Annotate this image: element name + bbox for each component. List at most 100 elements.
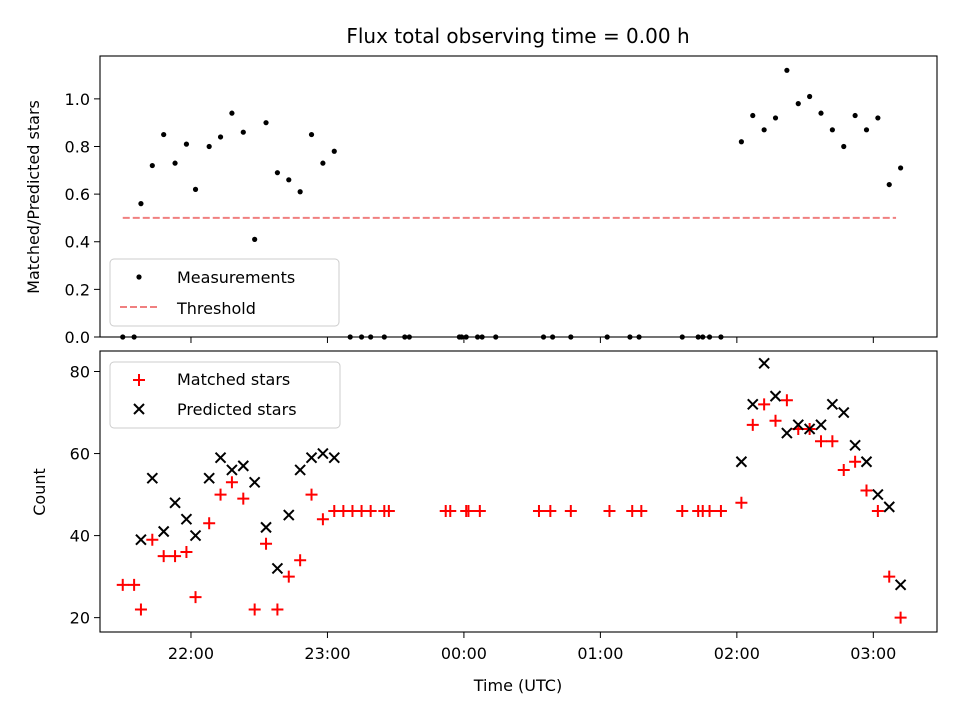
matched-star-point bbox=[214, 488, 227, 501]
measurement-point bbox=[875, 115, 881, 121]
matched-star-point bbox=[248, 603, 261, 616]
measurement-point bbox=[149, 162, 155, 169]
ratio-y-tick-label: 0.4 bbox=[65, 233, 90, 252]
predicted-star-point bbox=[849, 439, 861, 452]
predicted-star-point bbox=[226, 464, 238, 476]
predicted-star-point bbox=[237, 460, 249, 472]
predicted-star-point bbox=[328, 451, 340, 464]
matched-star-point bbox=[860, 484, 873, 497]
matched-star-point bbox=[544, 504, 557, 517]
count-y-tick-label: 20 bbox=[70, 609, 90, 628]
matched-star-point bbox=[735, 496, 748, 509]
matched-star-point bbox=[871, 504, 884, 517]
matched-star-point bbox=[676, 504, 689, 517]
measurements-legend-marker bbox=[136, 274, 142, 280]
count-y-tick-label: 40 bbox=[70, 527, 90, 546]
measurement-point bbox=[274, 170, 281, 176]
predicted-star-point bbox=[248, 476, 261, 488]
x-tick-label: 22:00 bbox=[168, 644, 214, 663]
measurements-legend-label: Measurements bbox=[177, 268, 295, 287]
matched-star-point bbox=[305, 488, 318, 501]
matched-star-point bbox=[883, 570, 896, 583]
predicted-star-point bbox=[146, 472, 159, 484]
predicted-star-point bbox=[169, 497, 181, 509]
measurement-point bbox=[240, 129, 246, 135]
chart-title: Flux total observing time = 0.00 h bbox=[346, 24, 689, 48]
predicted-star-point bbox=[883, 501, 895, 513]
predicted-star-point bbox=[860, 456, 873, 468]
matched-star-point bbox=[237, 492, 250, 505]
measurement-point bbox=[772, 115, 779, 121]
ratio-axis-ticks: 0.0 0.2 0.4 0.6 0.8 1.0 bbox=[65, 90, 874, 347]
matched-star-point bbox=[282, 570, 295, 583]
matched-star-point bbox=[815, 435, 828, 448]
ratio-y-axis-label: Matched/Predicted stars bbox=[24, 100, 43, 294]
predicted-star-point bbox=[758, 357, 770, 370]
measurement-point bbox=[795, 101, 801, 107]
ratio-y-tick-label: 1.0 bbox=[65, 90, 90, 109]
matched-legend-label: Matched stars bbox=[177, 370, 290, 389]
measurement-point bbox=[308, 131, 315, 138]
x-tick-label: 02:00 bbox=[714, 644, 760, 663]
matched-star-point bbox=[837, 463, 850, 476]
matched-star-point bbox=[703, 504, 716, 517]
x-tick-label: 01:00 bbox=[577, 644, 623, 663]
matched-star-point bbox=[758, 398, 771, 411]
matched-legend-marker bbox=[133, 374, 145, 386]
predicted-star-point bbox=[189, 529, 202, 542]
predicted-star-point bbox=[283, 509, 295, 521]
predicted-star-point bbox=[735, 456, 748, 468]
matched-star-point bbox=[225, 476, 238, 489]
predicted-star-point bbox=[157, 525, 170, 538]
predicted-star-point bbox=[294, 464, 306, 476]
matched-star-point bbox=[316, 513, 329, 526]
measurement-point bbox=[320, 160, 326, 166]
matched-star-point bbox=[635, 504, 648, 517]
predicted-star-point bbox=[781, 427, 793, 439]
predicted-star-point bbox=[815, 419, 827, 431]
measurement-point bbox=[183, 141, 190, 147]
measurement-point bbox=[841, 143, 847, 150]
ratio-legend: Measurements Threshold bbox=[109, 258, 340, 327]
matched-star-point bbox=[714, 504, 727, 517]
matched-star-point bbox=[128, 578, 141, 591]
threshold-legend-label: Threshold bbox=[176, 299, 256, 318]
count-panel: 20 40 60 80 22:00 23:00 00:00 01:00 02:00 03:00 C… bbox=[30, 350, 938, 695]
measurement-point bbox=[863, 127, 870, 133]
measurement-point bbox=[297, 189, 303, 195]
matched-star-point bbox=[364, 504, 377, 517]
measurement-point bbox=[172, 160, 178, 166]
matched-star-point bbox=[769, 414, 782, 427]
matched-star-point bbox=[260, 537, 273, 550]
matched-star-point bbox=[157, 550, 170, 563]
matched-star-point bbox=[169, 550, 182, 563]
count-y-tick-label: 60 bbox=[70, 445, 90, 464]
measurement-point bbox=[818, 110, 824, 116]
predicted-stars-points bbox=[135, 357, 907, 591]
measurement-point bbox=[807, 93, 813, 100]
ratio-y-tick-label: 0.6 bbox=[65, 185, 90, 204]
matched-star-point bbox=[271, 603, 284, 616]
matched-star-point bbox=[894, 611, 907, 624]
matched-star-point bbox=[203, 517, 216, 530]
matched-star-point bbox=[532, 504, 545, 517]
ratio-y-tick-label: 0.2 bbox=[65, 280, 90, 299]
count-legend: Matched stars Predicted stars bbox=[109, 361, 341, 429]
matched-star-point bbox=[189, 591, 202, 604]
predicted-star-point bbox=[769, 390, 782, 402]
predicted-star-point bbox=[305, 451, 318, 464]
measurement-point bbox=[829, 127, 835, 133]
measurement-point bbox=[229, 110, 235, 116]
measurement-point bbox=[263, 120, 269, 126]
count-axis-ticks: 20 40 60 80 22:00 23:00 00:00 01:00 02:00 03:00 bbox=[70, 363, 897, 663]
measurement-point bbox=[138, 201, 144, 207]
matched-star-point bbox=[462, 504, 475, 517]
measurement-point bbox=[192, 186, 199, 192]
matched-star-point bbox=[382, 504, 395, 517]
measurement-point bbox=[161, 131, 167, 138]
matched-star-point bbox=[603, 504, 616, 517]
matched-star-point bbox=[180, 546, 193, 559]
measurement-point bbox=[331, 148, 337, 154]
